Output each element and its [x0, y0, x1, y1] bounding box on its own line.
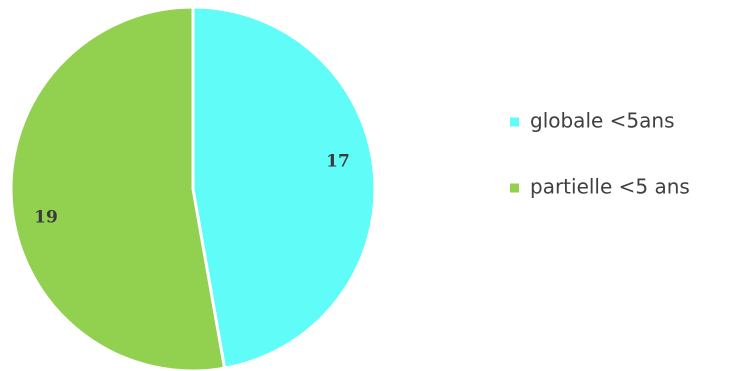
- slices-layer: [9, 5, 377, 371]
- legend: globale <5ans partielle <5 ans: [510, 109, 690, 199]
- legend-label-1: globale <5ans: [530, 109, 675, 133]
- pie-slice-1: [191, 5, 377, 370]
- legend-label-2: partielle <5 ans: [530, 175, 690, 199]
- data-label-1: 17: [326, 152, 350, 172]
- pie-slice-2: [9, 5, 227, 371]
- legend-swatch-1: [510, 117, 519, 127]
- data-label-2: 19: [34, 208, 58, 228]
- legend-swatch-2: [510, 183, 519, 193]
